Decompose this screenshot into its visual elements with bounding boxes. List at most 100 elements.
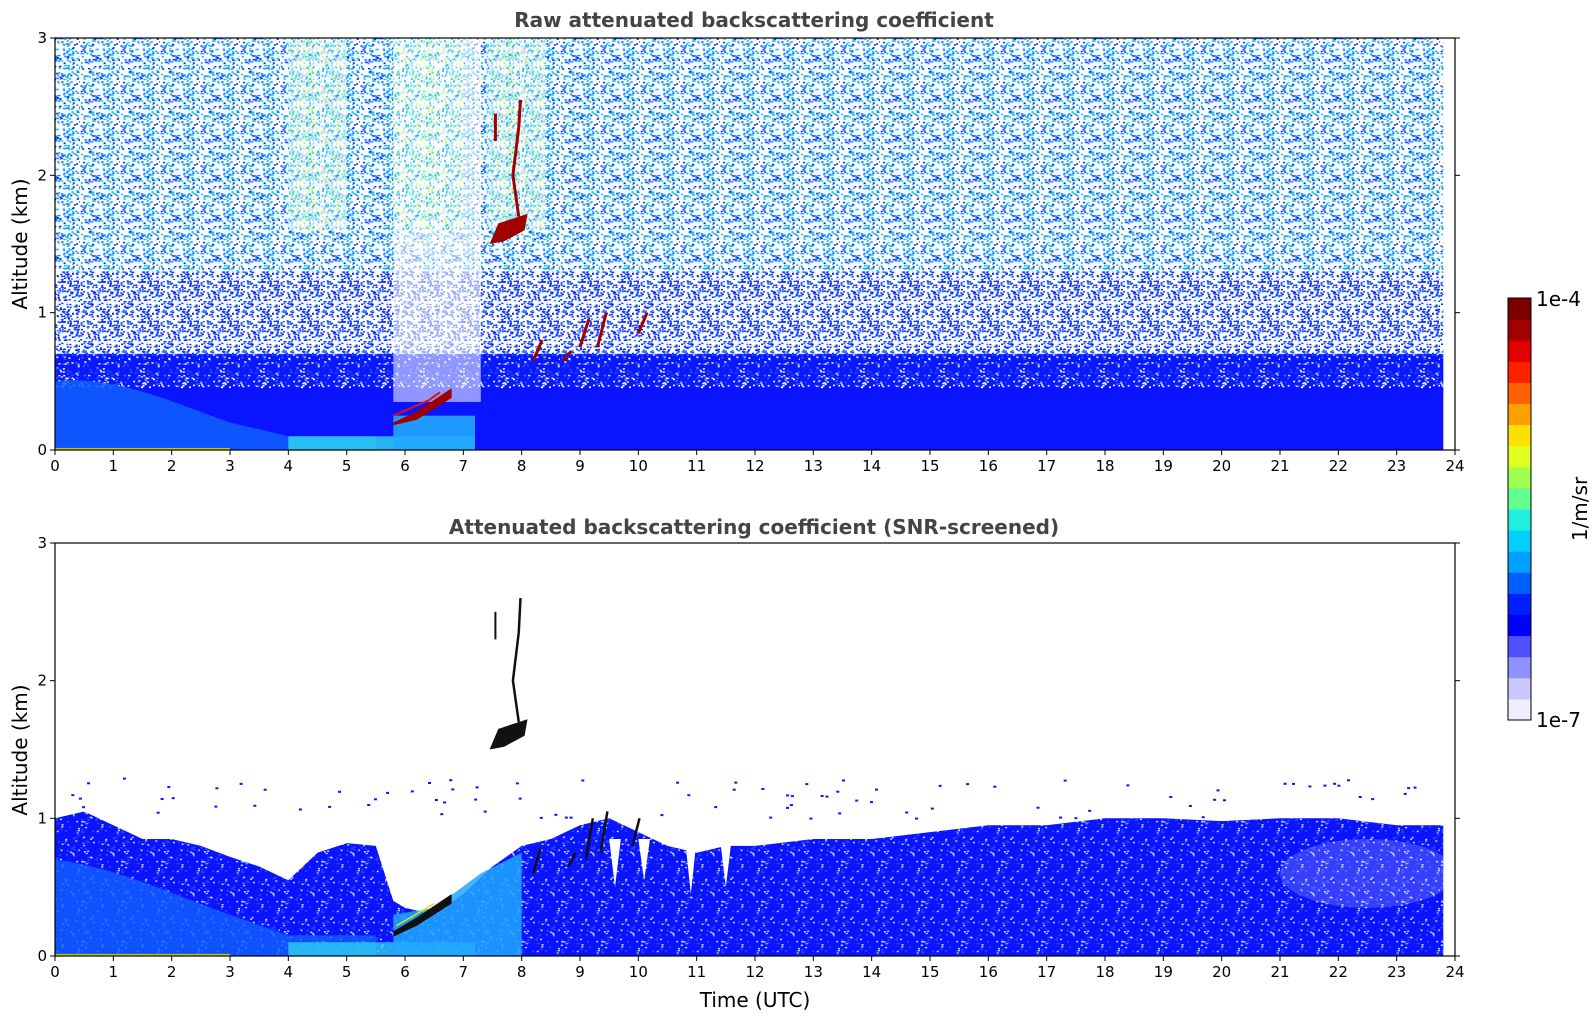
speck [732, 788, 736, 791]
aerosol-plume [393, 852, 522, 956]
x-tick-label: 21 [1270, 963, 1289, 981]
high-noise-band [393, 38, 464, 231]
speck [1403, 792, 1407, 795]
speck [1126, 784, 1130, 787]
speck [87, 782, 91, 785]
y-tick-label: 1 [37, 304, 47, 322]
speck [1283, 782, 1287, 785]
x-tick-label: 9 [575, 963, 585, 981]
speck [1358, 796, 1362, 798]
gap [638, 838, 650, 881]
x-tick-label: 15 [920, 457, 939, 475]
x-tick-label: 19 [1154, 963, 1173, 981]
low-cloud [578, 319, 591, 348]
colorbar-segment [1508, 677, 1531, 700]
panel-title: Raw attenuated backscattering coefficien… [514, 8, 994, 32]
colorbar-frame [1507, 297, 1532, 721]
surface-signal [55, 447, 230, 450]
colorbar-segment [1508, 530, 1531, 552]
y-tick-label: 3 [37, 534, 47, 552]
noise-upper [55, 38, 1444, 272]
speck [1188, 805, 1192, 807]
y-axis: 0 1 2 3 [37, 29, 1460, 459]
x-tick-label: 13 [804, 457, 823, 475]
x-tick-label: 9 [575, 457, 585, 475]
low-cloud [596, 312, 608, 348]
speck [993, 785, 997, 788]
speck [82, 806, 86, 809]
speck [483, 810, 487, 813]
speck [870, 801, 873, 804]
speck [1063, 779, 1067, 782]
speck [79, 814, 83, 817]
speck [1407, 787, 1411, 790]
colorbar-segment [1508, 424, 1531, 447]
elevated-aerosol [393, 388, 452, 426]
gap [685, 838, 697, 895]
speck [855, 799, 859, 802]
speck [1292, 782, 1295, 785]
speck [786, 806, 789, 809]
speck [1323, 784, 1327, 787]
speck [676, 781, 680, 784]
x-tick-label: 7 [459, 457, 469, 475]
colorbar-segment [1508, 656, 1531, 679]
low-cloud [532, 848, 542, 874]
speck [838, 812, 842, 815]
x-tick-label: 14 [862, 963, 881, 981]
colorbar-unit-label: 1/m/sr [1568, 476, 1592, 541]
elevated-aerosol [393, 894, 452, 937]
speck [581, 779, 585, 782]
speck [1413, 786, 1417, 789]
x-tick-label: 17 [1037, 963, 1056, 981]
speck [475, 786, 479, 789]
x-tick-label: 18 [1095, 457, 1114, 475]
x-tick-label: 5 [342, 963, 352, 981]
y-tick-label: 2 [37, 672, 47, 690]
speck [434, 799, 438, 801]
colorbar-segment [1508, 340, 1531, 362]
noise-middle [55, 271, 1444, 354]
y-tick-label: 2 [37, 166, 47, 184]
speck [805, 783, 809, 786]
colorbar-segment [1508, 445, 1531, 468]
surface-signal [55, 953, 230, 956]
low-cloud [599, 811, 609, 853]
speck [214, 805, 218, 808]
speck [734, 781, 738, 784]
x-tick-label: 14 [862, 457, 881, 475]
x-tick-label: 4 [284, 457, 294, 475]
cloud-streak [511, 598, 522, 723]
x-tick-label: 24 [1445, 963, 1464, 981]
x-axis-label: Time (UTC) [699, 988, 811, 1012]
speck [714, 806, 718, 809]
colorbar: 1e-4 1e-7 1/m/sr [1507, 287, 1592, 732]
speck [930, 807, 934, 810]
speck [373, 798, 377, 801]
speck [836, 790, 840, 793]
y-tick-label: 1 [37, 809, 47, 827]
speck [786, 794, 790, 797]
y-tick-label: 3 [37, 29, 47, 47]
raw-backscatter-heatmap [55, 38, 1444, 450]
low-cloud [631, 818, 641, 847]
low-cloud [636, 312, 649, 334]
y-axis: 0 1 2 3 [37, 534, 1460, 965]
low-cloud [561, 350, 573, 362]
x-tick-label: 10 [629, 457, 648, 475]
x-tick-label: 1 [109, 963, 119, 981]
colorbar-segment [1508, 635, 1531, 658]
speck [842, 779, 845, 782]
x-tick-label: 2 [167, 457, 177, 475]
speck [875, 788, 878, 791]
colorbar-segment [1508, 698, 1531, 721]
x-axis: 0 1 2 3 4 5 6 7 8 9 10 11 12 13 14 15 16 17 18 19 20 21 22 23 24 [50, 956, 1465, 981]
aerosol-layer [55, 380, 376, 450]
speck [474, 798, 478, 801]
speck [443, 801, 447, 804]
colorbar-max-label: 1e-4 [1536, 287, 1581, 311]
speck [564, 816, 568, 819]
speck [761, 788, 765, 790]
speck [660, 814, 664, 817]
x-tick-label: 20 [1212, 457, 1231, 475]
